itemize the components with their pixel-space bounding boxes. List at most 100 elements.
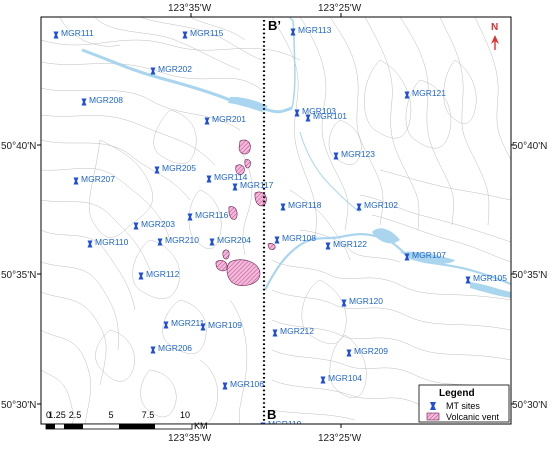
- mt-site-label: MGR207: [81, 174, 115, 184]
- mt-site-label: MGR203: [141, 219, 175, 229]
- right-label-3: 50°30'N: [512, 400, 547, 411]
- mt-site-label: MGR211: [171, 318, 205, 328]
- axis-labels: 123°35'W 123°25'W 123°35'W 123°25'W 50°4…: [1, 3, 547, 444]
- mt-site-icon: [356, 203, 362, 211]
- mt-site-label: MGR103: [302, 106, 336, 116]
- mt-site-label: MGR116: [195, 210, 229, 220]
- mt-site-label: MGR104: [328, 373, 362, 383]
- north-arrow-icon: N: [491, 22, 499, 50]
- mt-site-icon: [157, 238, 163, 246]
- mt-site-label: MGR212: [280, 326, 314, 336]
- mt-site-icon: [294, 109, 300, 117]
- mt-site-label: MGR209: [354, 346, 388, 356]
- mt-site-icon: [404, 91, 410, 99]
- volcanic-vent: [238, 139, 251, 155]
- mt-site: MGR103: [294, 106, 336, 117]
- scale-tick-label: 2.5: [69, 410, 82, 420]
- mt-site: MGR101: [305, 111, 347, 122]
- mt-site-label: MGR105: [473, 273, 507, 283]
- mt-site-label: MGR201: [212, 114, 246, 124]
- mt-site-icon: [232, 183, 238, 191]
- legend-mt-sites-label: MT sites: [446, 401, 480, 411]
- volcanic-vent-icon: [426, 412, 440, 421]
- north-label: N: [491, 22, 498, 33]
- mt-site-icon: [333, 152, 339, 160]
- mt-site-icon: [150, 346, 156, 354]
- mt-site: MGR208: [81, 95, 123, 106]
- mt-site-icon: [404, 253, 410, 261]
- mt-site-icon: [206, 175, 212, 183]
- mt-site-label: MGR119: [268, 419, 302, 429]
- left-label-3: 50°30'N: [1, 400, 36, 411]
- left-label-2: 50°35'N: [1, 270, 36, 281]
- mt-site-icon: [465, 276, 471, 284]
- mt-site: MGR117: [232, 180, 274, 191]
- mt-site-label: MGR106: [230, 379, 264, 389]
- mt-site-label: MGR110: [95, 237, 129, 247]
- mt-site: MGR106: [222, 379, 264, 390]
- mt-site: MGR102: [356, 200, 398, 211]
- mt-site: MGR212: [272, 326, 314, 337]
- lake-upper: [228, 96, 268, 112]
- mt-site-icon: [430, 402, 436, 410]
- mt-site: MGR115: [182, 28, 224, 39]
- mt-site: MGR113: [290, 25, 332, 36]
- volcanic-vent: [267, 243, 276, 250]
- mt-site-label: MGR108: [282, 233, 316, 243]
- mt-site-icon: [204, 117, 210, 125]
- mt-site-icon: [209, 238, 215, 246]
- top-label-1: 123°35'W: [168, 3, 212, 14]
- mt-site-icon: [320, 376, 326, 384]
- mt-site: MGR206: [150, 343, 192, 354]
- volcanic-vents: [215, 139, 276, 286]
- lake-lower: [372, 228, 400, 244]
- mt-site: MGR205: [154, 163, 196, 174]
- mt-site-icon: [133, 222, 139, 230]
- mt-site-label: MGR208: [89, 95, 123, 105]
- mt-site: MGR120: [341, 296, 383, 307]
- legend-vent-label: Volcanic vent: [446, 412, 500, 422]
- mt-site-icon: [290, 28, 296, 36]
- contour-lines: [41, 17, 511, 424]
- mt-site: MGR111: [53, 28, 94, 39]
- mt-site-icon: [341, 299, 347, 307]
- mt-site: MGR114: [206, 172, 248, 183]
- mt-site: MGR211: [163, 318, 205, 329]
- river-tributary: [299, 131, 361, 213]
- mt-site: MGR112: [138, 269, 180, 280]
- mt-site-label: MGR115: [190, 28, 224, 38]
- river-creek: [289, 17, 296, 109]
- mt-site: MGR110: [87, 237, 129, 248]
- scale-bar: 01.25 2.5 5 7.5 10 KM: [45, 410, 208, 431]
- scale-tick-label: 0: [46, 410, 51, 420]
- mt-site-icon: [272, 329, 278, 337]
- mt-site-icon: [154, 166, 160, 174]
- mt-site: MGR109: [200, 320, 242, 331]
- mt-site-icon: [305, 114, 311, 122]
- profile-start-label: B: [267, 407, 276, 422]
- mt-site-icon: [222, 382, 228, 390]
- mt-site-icon: [138, 272, 144, 280]
- mt-site-icon: [200, 323, 206, 331]
- scale-tick-label: 1.25: [48, 410, 66, 420]
- map-area: [41, 17, 511, 424]
- mt-site-label: MGR107: [412, 250, 446, 260]
- mt-site-icon: [187, 213, 193, 221]
- rivers: [81, 17, 511, 298]
- mt-site-icon: [325, 242, 331, 250]
- mt-site-label: MGR101: [313, 111, 347, 121]
- mt-site-icon: [274, 236, 280, 244]
- volcanic-vent: [254, 191, 267, 207]
- volcanic-vent: [222, 249, 230, 260]
- right-label-2: 50°35'N: [512, 270, 547, 281]
- mt-site-icon: [163, 321, 169, 329]
- mt-site: MGR209: [346, 346, 388, 357]
- mt-site-label: MGR109: [208, 320, 242, 330]
- mt-site-label: MGR206: [158, 343, 192, 353]
- mt-site-label: MGR118: [288, 200, 322, 210]
- lake-east: [400, 251, 455, 264]
- mt-site-icon: [81, 98, 87, 106]
- volcanic-vent: [226, 259, 261, 286]
- mt-site-icon: [87, 240, 93, 248]
